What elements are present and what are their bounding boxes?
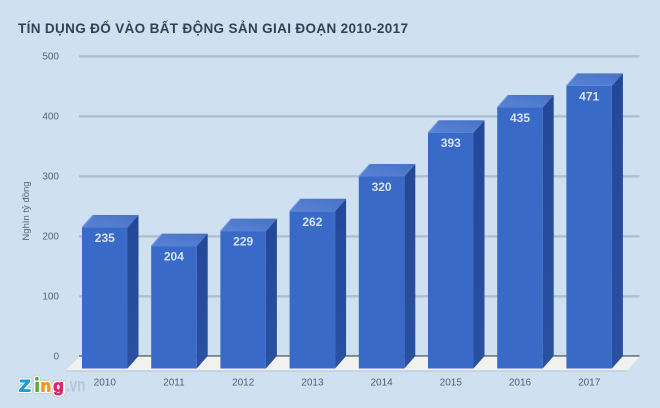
svg-text:320: 320 [372,180,392,194]
svg-text:2013: 2013 [301,378,324,389]
svg-text:2015: 2015 [440,378,463,389]
svg-text:g: g [53,377,63,396]
svg-text:Nghìn tỷ đồng: Nghìn tỷ đồng [21,181,32,240]
svg-text:2010: 2010 [94,378,117,389]
svg-text:500: 500 [42,52,59,63]
svg-text:g: g [53,377,64,396]
svg-text:0: 0 [53,351,59,362]
svg-text:2012: 2012 [232,378,255,389]
svg-text:2016: 2016 [509,378,532,389]
svg-text:2014: 2014 [370,378,393,389]
svg-text:.vn: .vn [66,376,86,397]
svg-text:TÍN DỤNG ĐỔ VÀO BẤT ĐỘNG SẢN G: TÍN DỤNG ĐỔ VÀO BẤT ĐỘNG SẢN GIAI ĐOẠN 2… [18,21,408,36]
svg-text:n: n [41,377,51,396]
svg-text:ı: ı [35,377,40,396]
svg-text:2017: 2017 [578,378,601,389]
svg-text:235: 235 [95,231,115,245]
svg-text:262: 262 [302,215,322,229]
svg-text:ı: ı [35,377,40,396]
svg-text:n: n [41,377,51,396]
svg-text:300: 300 [42,172,59,183]
svg-text:400: 400 [42,112,59,123]
svg-text:435: 435 [510,111,530,125]
svg-text:n: n [41,377,51,396]
svg-text:Z: Z [19,377,31,396]
svg-text:393: 393 [441,136,461,150]
svg-text:471: 471 [579,89,599,103]
svg-text:229: 229 [233,235,253,249]
svg-text:g: g [53,377,64,396]
svg-text:2011: 2011 [163,378,185,389]
svg-text:200: 200 [42,232,59,243]
svg-text:Z: Z [19,377,31,396]
svg-text:204: 204 [164,250,184,264]
svg-text:100: 100 [42,292,59,303]
svg-text:ı: ı [35,377,40,396]
svg-text:Z: Z [19,377,31,396]
